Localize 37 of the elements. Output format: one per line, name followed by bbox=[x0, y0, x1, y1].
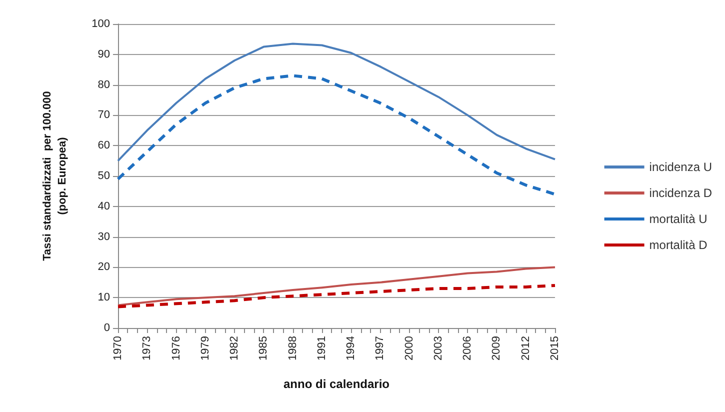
y-tick-label: 100 bbox=[92, 18, 110, 30]
line-series bbox=[117, 266, 556, 306]
x-tick-label: 1997 bbox=[374, 336, 386, 360]
x-tick-label: 1991 bbox=[316, 336, 328, 360]
y-tick-label: 40 bbox=[98, 200, 110, 212]
x-tick-label: 1994 bbox=[345, 336, 358, 360]
legend-label: incidenza D bbox=[649, 186, 712, 200]
x-tick-label: 1982 bbox=[228, 336, 241, 360]
x-axis-title: anno di calendario bbox=[283, 377, 390, 391]
y-tick-label: 0 bbox=[104, 322, 110, 334]
x-tick-label: 2009 bbox=[490, 336, 503, 360]
x-tick-label: 2015 bbox=[549, 336, 561, 360]
x-tick-label: 1988 bbox=[286, 336, 299, 360]
x-tick-label: 1970 bbox=[112, 336, 124, 360]
y-tick-label: 30 bbox=[98, 230, 110, 243]
x-tick-label: 2000 bbox=[403, 336, 416, 360]
y-tick-label: 90 bbox=[98, 48, 110, 60]
x-tick-label: 1985 bbox=[258, 336, 270, 360]
x-tick-label: 1979 bbox=[199, 336, 212, 360]
x-tick-label: 1976 bbox=[170, 336, 182, 360]
x-tick-label: 2003 bbox=[432, 336, 444, 360]
y-tick-label: 70 bbox=[98, 109, 110, 122]
y-tick-label: 60 bbox=[98, 140, 110, 152]
y-tick-label: 50 bbox=[98, 170, 110, 182]
x-tick-label: 2012 bbox=[520, 336, 532, 360]
y-tick-label: 20 bbox=[98, 261, 110, 274]
legend-label: mortalità D bbox=[649, 238, 708, 252]
y-tick-label: 10 bbox=[98, 292, 110, 304]
legend-label: mortalità U bbox=[649, 212, 708, 226]
y-axis-title: Tassi standardizzati per 100.000 (pop. Europea) bbox=[42, 91, 68, 261]
legend-label: incidenza U bbox=[649, 160, 712, 174]
line-series bbox=[117, 42, 556, 162]
x-tick-label: 2006 bbox=[462, 336, 474, 360]
x-tick-label: 1973 bbox=[141, 336, 154, 360]
y-tick-label: 80 bbox=[98, 78, 110, 91]
line-series bbox=[116, 74, 556, 196]
line-series bbox=[116, 284, 556, 308]
